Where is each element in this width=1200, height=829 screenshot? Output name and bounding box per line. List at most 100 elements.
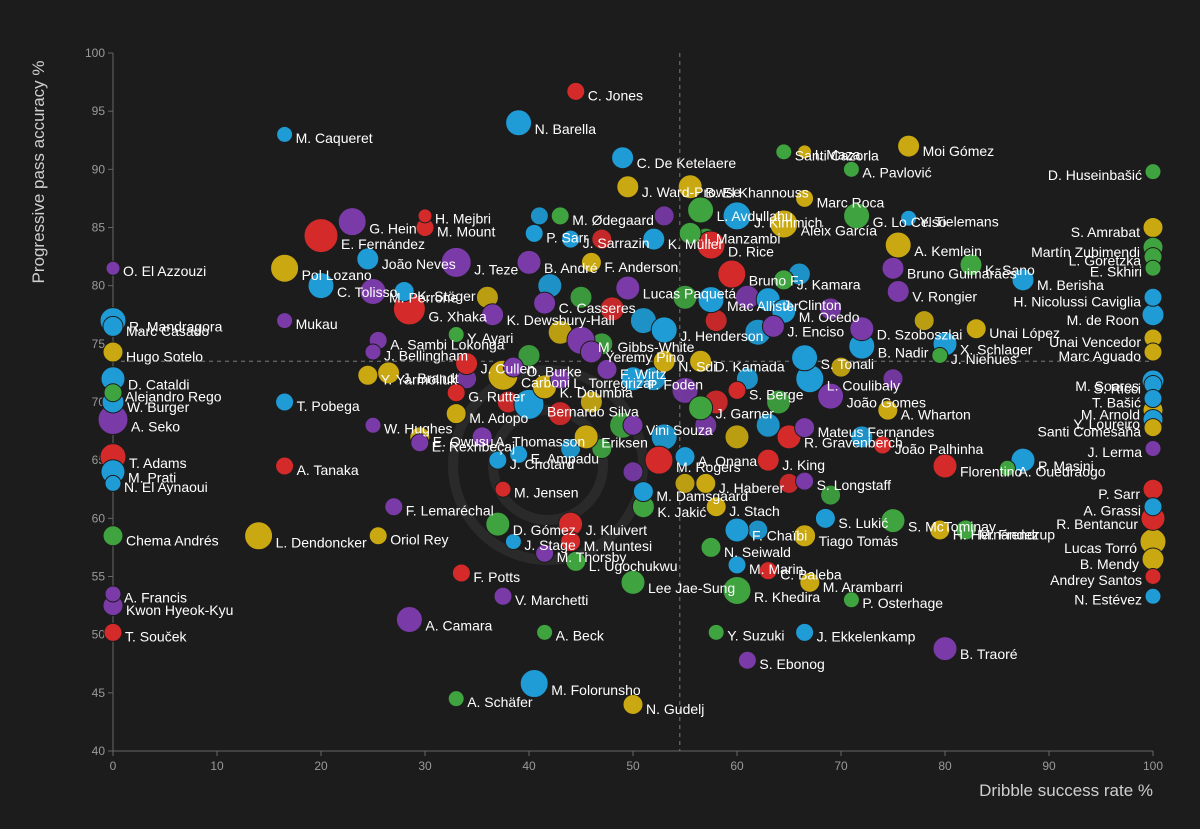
data-point <box>1144 440 1162 458</box>
point-label: J. Stach <box>729 503 780 519</box>
point-label: F. Anderson <box>604 259 678 275</box>
point-label: B. André <box>544 260 598 276</box>
point-label: M. Berisha <box>1037 277 1104 293</box>
point-label: Santi Cazorla <box>795 147 879 163</box>
data-point <box>493 586 513 606</box>
point-label: Tiago Tomás <box>819 533 898 549</box>
x-tick-label: 90 <box>1042 759 1056 773</box>
point-label: D. Szoboszlai <box>877 326 963 342</box>
point-label: P. Sarr <box>546 229 588 245</box>
point-label: D. Huseinbašić <box>1048 167 1142 183</box>
data-point <box>622 414 644 436</box>
point-label: C. Tolisso <box>337 284 398 300</box>
data-point <box>566 81 586 101</box>
data-point <box>932 636 958 662</box>
background-point <box>674 472 696 494</box>
data-point <box>705 496 727 518</box>
point-label: J. Bellingham <box>384 347 468 363</box>
data-point <box>674 446 696 468</box>
data-point <box>678 221 702 245</box>
data-point <box>620 569 646 595</box>
x-tick-label: 10 <box>210 759 224 773</box>
point-label: N. Sdi <box>678 358 716 374</box>
point-label: A. Pavlović <box>862 165 931 181</box>
data-point <box>455 352 479 376</box>
background-point <box>591 228 613 250</box>
data-point <box>364 416 382 434</box>
data-point <box>793 524 817 548</box>
data-point <box>1144 587 1162 605</box>
x-tick-label: 70 <box>834 759 848 773</box>
point-label: J. Haberer <box>719 480 785 496</box>
point-label: D. Cataldi <box>128 376 189 392</box>
data-point <box>615 275 641 301</box>
data-point <box>1144 259 1162 277</box>
point-label: M. Damsgaard <box>656 488 748 504</box>
background-point <box>913 310 935 332</box>
point-label: B. Nadir <box>878 344 929 360</box>
data-point <box>616 175 640 199</box>
y-tick-label: 40 <box>92 744 106 758</box>
point-label: Unai Vencedor <box>1049 334 1141 350</box>
data-point <box>707 623 725 641</box>
point-label: J. King <box>782 457 825 473</box>
point-label: Y. Loureiro <box>1073 416 1140 432</box>
y-tick-label: 70 <box>92 395 106 409</box>
point-label: H. Hernández <box>953 526 1039 542</box>
y-tick-label: 55 <box>92 570 106 584</box>
point-label: J. Kamara <box>797 276 861 292</box>
point-label: J. Chotard <box>510 456 575 472</box>
data-point <box>368 526 388 546</box>
reference-lines <box>113 53 1153 751</box>
data-point <box>965 318 987 340</box>
y-tick-label: 95 <box>92 104 106 118</box>
background-point <box>517 343 541 367</box>
point-label: T. Souček <box>125 628 187 644</box>
point-label: Y. Ayari <box>467 330 513 346</box>
point-label: L. Ugochukwu <box>589 558 678 574</box>
point-label: K. Dewsbury-Hall <box>507 312 615 328</box>
data-point <box>900 209 918 227</box>
data-point <box>884 231 912 259</box>
data-point <box>103 383 123 403</box>
x-axis-title: Dribble success rate % <box>979 781 1153 800</box>
data-point <box>775 143 793 161</box>
y-tick-label: 50 <box>92 628 106 642</box>
point-label: M. Soares <box>1075 378 1139 394</box>
point-label: João Gomes <box>847 394 926 410</box>
point-label: M. Ocedo <box>799 309 860 325</box>
data-point <box>724 517 750 543</box>
data-point <box>794 417 816 439</box>
data-point <box>104 474 122 492</box>
point-label: N. Gudelj <box>646 701 704 717</box>
point-label: Mac Allister <box>727 298 799 314</box>
point-label: J. Clinton <box>783 297 841 313</box>
point-label: W. Hughes <box>384 421 452 437</box>
point-label: G. Hein <box>369 220 416 236</box>
point-label: S. Amrabat <box>1071 224 1140 240</box>
data-point <box>695 472 717 494</box>
point-label: J. Teze <box>474 262 518 278</box>
point-label: Florentino <box>960 464 1022 480</box>
point-label: W. Burger <box>127 399 190 415</box>
background-point <box>529 206 549 226</box>
point-label: S. Tonali <box>821 356 874 372</box>
data-point <box>276 125 294 143</box>
point-label: M. Jensen <box>514 485 579 501</box>
data-point <box>842 591 860 609</box>
data-point <box>611 146 635 170</box>
point-label: R. Gravenberch <box>804 435 903 451</box>
data-point <box>688 395 714 421</box>
point-label: Oriol Rey <box>390 532 448 548</box>
point-label: Bruno F. <box>749 273 801 289</box>
point-label: F. Potts <box>473 569 520 585</box>
data-point <box>799 571 821 593</box>
data-point <box>471 426 493 448</box>
data-point <box>700 536 722 558</box>
data-point <box>622 693 644 715</box>
data-point <box>843 202 871 230</box>
point-label: M. de Roon <box>1067 312 1139 328</box>
data-point <box>795 188 815 208</box>
data-point <box>795 471 815 491</box>
